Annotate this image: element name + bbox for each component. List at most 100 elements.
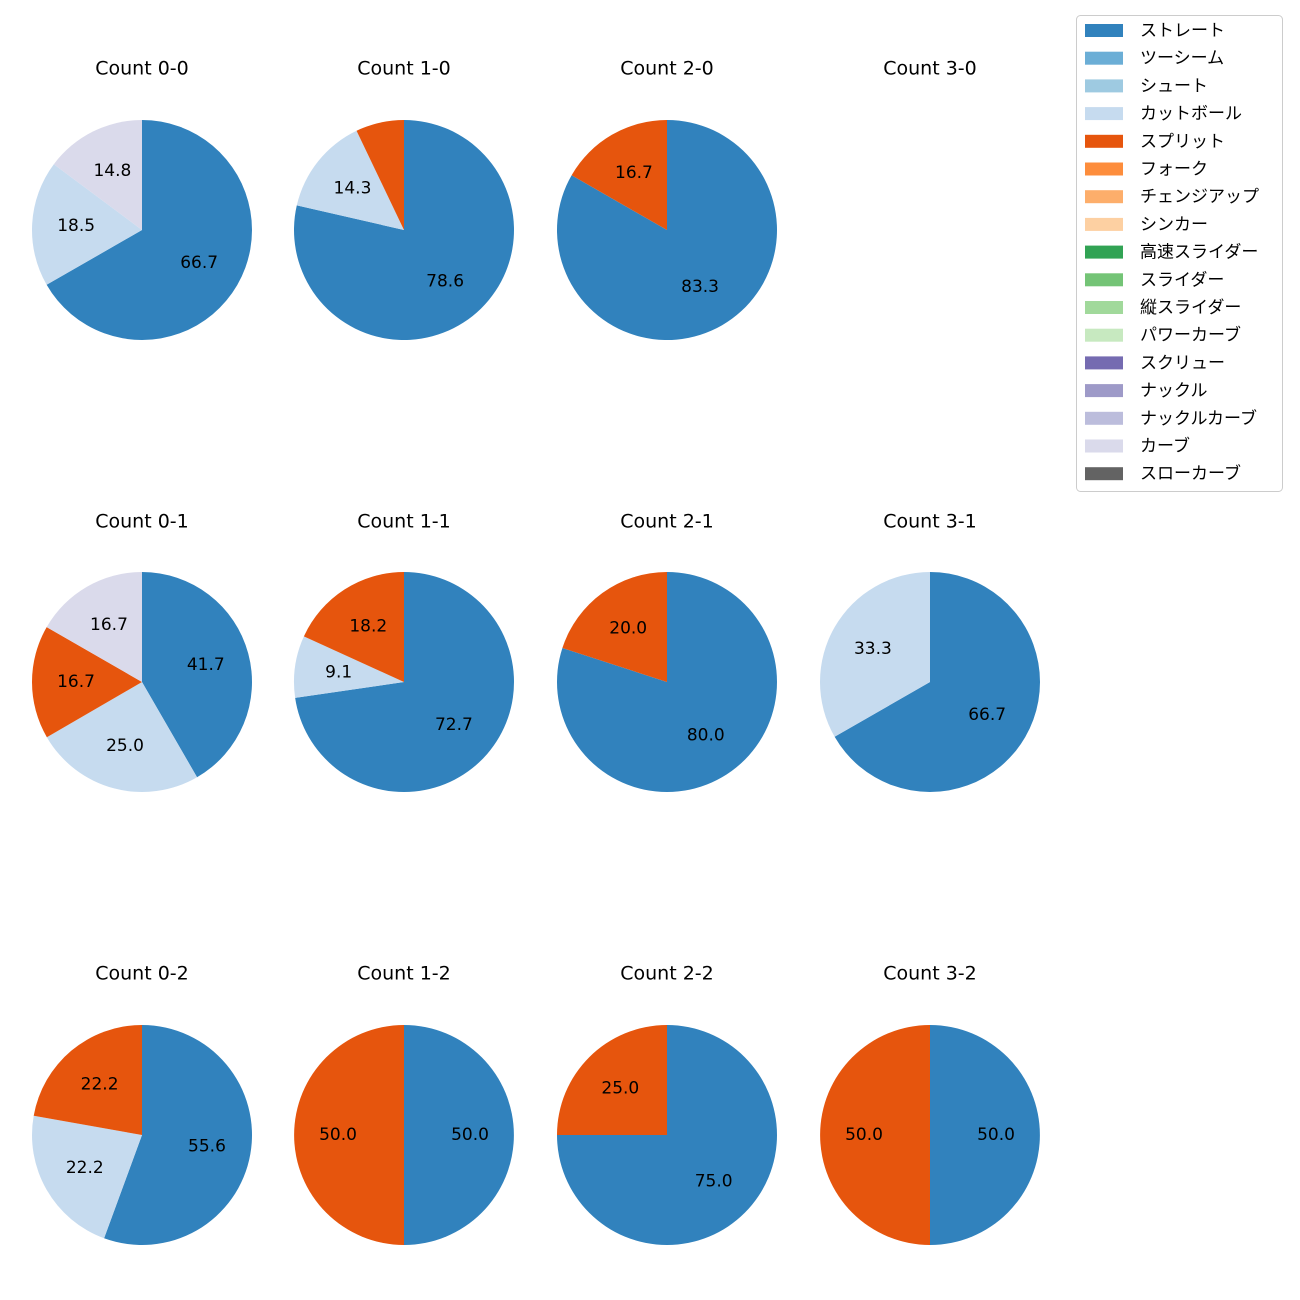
pie-slice	[562, 572, 667, 682]
slice-label: 78.6	[426, 272, 464, 292]
pie-slice	[295, 572, 515, 792]
pie-count-2-2: Count 2-2 75.0 25.0	[557, 963, 777, 1245]
legend-label: 縦スライダー	[1140, 298, 1241, 318]
pie-slice	[294, 1025, 404, 1245]
slice-label: 41.7	[187, 655, 225, 675]
slice-label: 16.7	[615, 163, 653, 183]
legend-label: シンカー	[1140, 215, 1208, 235]
legend-label: ナックル	[1140, 381, 1208, 401]
slice-label: 22.2	[66, 1158, 104, 1178]
legend-swatch	[1085, 51, 1123, 65]
legend-swatch	[1085, 301, 1123, 314]
slice-label: 16.7	[90, 615, 128, 635]
slice-label: 20.0	[609, 619, 647, 639]
legend-label: スプリット	[1140, 132, 1225, 152]
legend-swatch	[1085, 162, 1123, 176]
legend-label: フォーク	[1140, 160, 1208, 180]
pie-count-2-1: Count 2-1 80.0 20.0	[557, 511, 777, 792]
pie-title: Count 0-0	[95, 58, 189, 80]
legend-frame	[1076, 15, 1283, 492]
pie-count-0-0: Count 0-0 66.7 18.5 14.8	[31, 58, 253, 340]
pie-slice	[834, 572, 1040, 792]
slice-label: 14.8	[93, 161, 131, 181]
pie-title: Count 3-1	[883, 511, 977, 533]
slice-label: 25.0	[106, 736, 144, 756]
legend-swatch	[1085, 439, 1123, 453]
slice-label: 18.2	[349, 616, 387, 636]
legend-swatch	[1085, 245, 1123, 259]
pie-count-1-0: Count 1-0 78.6 14.3	[293, 58, 514, 340]
slice-label: 75.0	[695, 1172, 733, 1192]
legend: ストレートツーシームシュートカットボールスプリットフォークチェンジアップシンカー…	[1076, 15, 1283, 492]
pie-slice	[46, 572, 142, 682]
pie-title: Count 3-0	[883, 58, 977, 80]
slice-label: 50.0	[845, 1125, 883, 1145]
pie-slice	[53, 120, 142, 230]
pie-title: Count 1-2	[357, 963, 451, 985]
pie-slice	[33, 1025, 142, 1135]
slice-label: 50.0	[319, 1125, 357, 1145]
legend-label: ナックルカーブ	[1140, 408, 1257, 429]
slice-label: 83.3	[681, 277, 719, 297]
slice-label: 50.0	[977, 1125, 1015, 1145]
slice-label: 66.7	[968, 705, 1006, 725]
pie-title: Count 0-2	[95, 963, 189, 985]
pie-count-1-2: Count 1-2 50.0 50.0	[294, 963, 514, 1245]
legend-label: パワーカーブ	[1140, 325, 1241, 346]
slice-label: 66.7	[180, 253, 218, 273]
legend-swatch	[1085, 356, 1123, 370]
pie-slice	[296, 130, 404, 230]
pie-count-2-0: Count 2-0 83.3 16.7	[557, 58, 777, 340]
slice-label: 33.3	[854, 639, 892, 659]
pie-count-0-1: Count 0-1 41.7 25.0 16.7 16.7	[31, 511, 252, 792]
slice-label: 80.0	[687, 725, 725, 745]
legend-swatch	[1085, 467, 1123, 481]
pie-slice	[104, 1025, 253, 1246]
legend-label: カーブ	[1140, 436, 1190, 457]
pie-slice	[142, 572, 252, 778]
legend-label: カットボール	[1140, 104, 1242, 124]
slice-label: 16.7	[57, 672, 95, 692]
pie-slice	[31, 627, 142, 738]
pie-title: Count 1-1	[357, 511, 451, 533]
pie-slice	[557, 1025, 667, 1135]
legend-swatch	[1085, 411, 1123, 425]
pie-slice	[820, 1025, 930, 1245]
slice-label: 18.5	[57, 216, 95, 236]
slice-label: 72.7	[435, 715, 473, 735]
pie-slice	[930, 1025, 1040, 1245]
legend-label: ストレート	[1140, 21, 1225, 41]
pie-slice	[404, 1025, 514, 1245]
pie-title: Count 0-1	[95, 511, 189, 533]
pie-count-1-1: Count 1-1 72.7 9.1 18.2	[294, 511, 515, 792]
legend-swatch	[1085, 134, 1123, 148]
slice-label: 50.0	[451, 1125, 489, 1145]
pie-count-3-1: Count 3-1 66.7 33.3	[820, 511, 1040, 792]
legend-label: 高速スライダー	[1140, 243, 1258, 263]
legend-swatch	[1085, 24, 1123, 37]
legend-swatch	[1085, 217, 1123, 231]
slice-label: 14.3	[334, 179, 372, 199]
legend-label: スローカーブ	[1140, 463, 1241, 484]
pie-slice	[31, 164, 142, 285]
pie-count-3-2: Count 3-2 50.0 50.0	[820, 963, 1040, 1245]
slice-label: 55.6	[188, 1137, 226, 1157]
pie-title: Count 2-1	[620, 511, 714, 533]
legend-label: スクリュー	[1140, 353, 1225, 373]
legend-label: チェンジアップ	[1140, 187, 1259, 207]
pie-title: Count 2-2	[620, 963, 714, 985]
pie-title: Count 1-0	[357, 58, 451, 80]
pie-title: Count 3-2	[883, 963, 977, 985]
pie-count-0-2: Count 0-2 55.6 22.2 22.2	[31, 963, 253, 1246]
legend-label: シュート	[1140, 76, 1208, 96]
legend-swatch	[1085, 273, 1123, 287]
legend-swatch	[1085, 79, 1123, 93]
slice-label: 25.0	[601, 1078, 639, 1098]
pie-count-3-0: Count 3-0	[883, 58, 977, 80]
slice-label: 22.2	[81, 1074, 119, 1094]
legend-swatch	[1085, 190, 1123, 204]
slice-label: 9.1	[325, 663, 352, 683]
legend-swatch	[1085, 107, 1123, 121]
pie-slice	[356, 120, 404, 230]
